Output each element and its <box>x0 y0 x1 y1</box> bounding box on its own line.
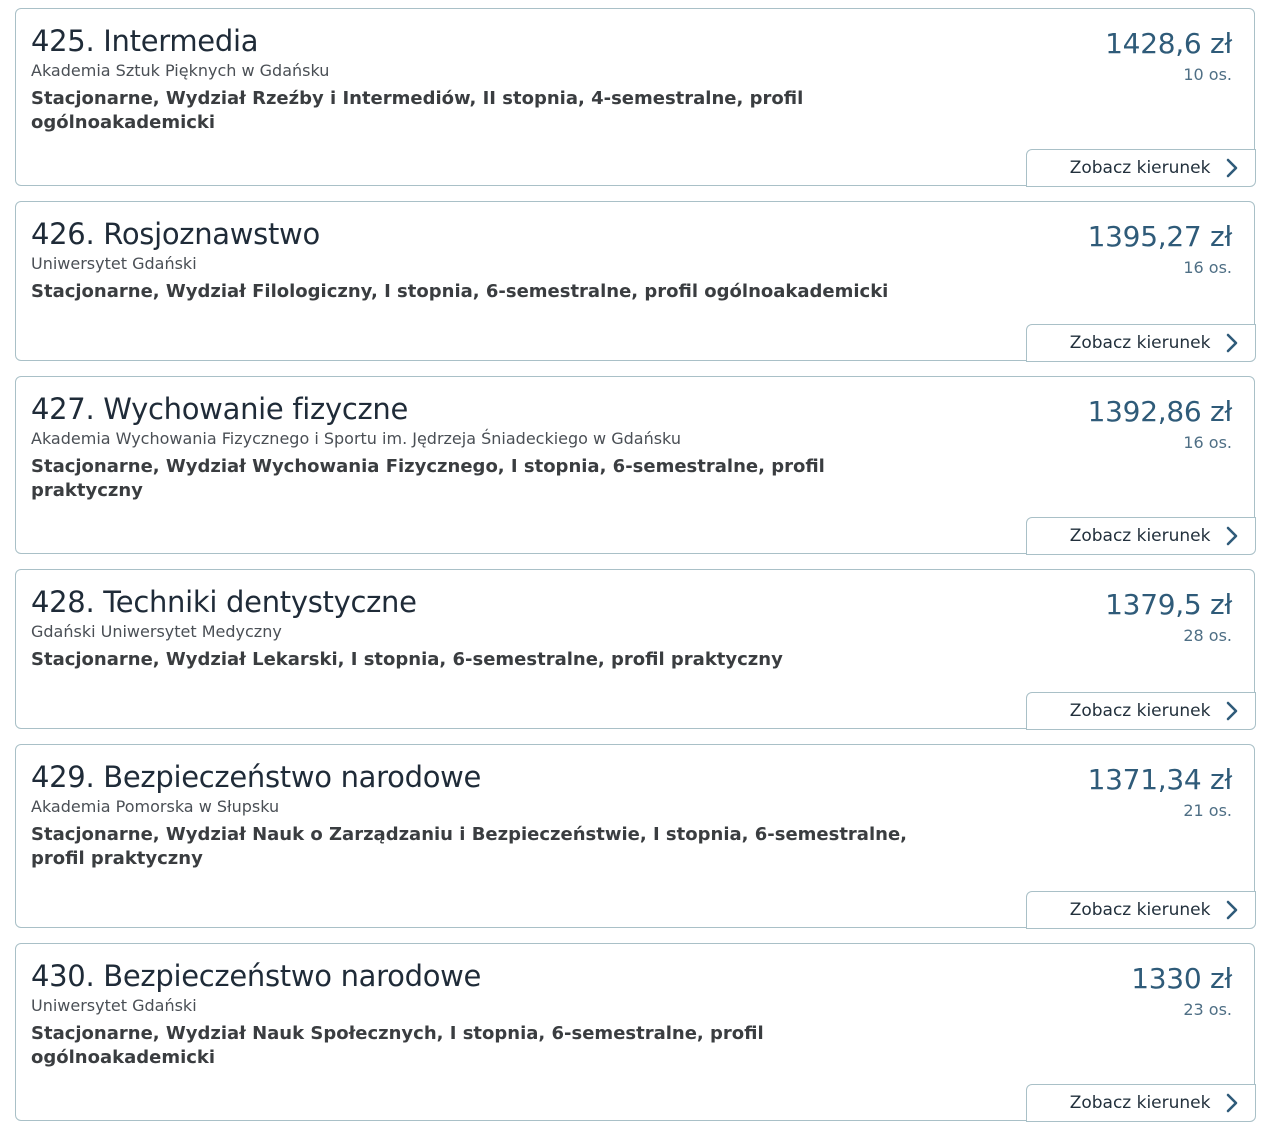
chevron-right-icon <box>1226 900 1237 919</box>
program-title[interactable]: 426. Rosjoznawstwo <box>31 217 320 251</box>
program-card: 427. Wychowanie fizyczne Akademia Wychow… <box>15 376 1256 555</box>
price: 1371,34 zł <box>1087 763 1233 796</box>
program-details: Stacjonarne, Wydział Rzeźby i Intermedió… <box>31 88 804 133</box>
see-program-label: Zobacz kierunek <box>1069 700 1211 721</box>
see-program-label: Zobacz kierunek <box>1069 332 1211 353</box>
program-details: Stacjonarne, Wydział Filologiczny, I sto… <box>31 281 889 302</box>
program-title[interactable]: 427. Wychowanie fizyczne <box>31 392 409 426</box>
program-details: Stacjonarne, Wydział Nauk Społecznych, I… <box>31 1023 764 1068</box>
see-program-button[interactable]: Zobacz kierunek <box>1025 148 1256 187</box>
see-program-label: Zobacz kierunek <box>1069 157 1211 178</box>
university-name: Uniwersytet Gdański <box>31 996 197 1015</box>
university-name: Akademia Pomorska w Słupsku <box>31 797 280 816</box>
program-details: Stacjonarne, Wydział Nauk o Zarządzaniu … <box>31 824 907 869</box>
price-block: 1330 zł 23 os. <box>1131 962 1232 1019</box>
chevron-right-icon <box>1226 333 1237 352</box>
see-program-button[interactable]: Zobacz kierunek <box>1025 890 1256 929</box>
price: 1330 zł <box>1131 962 1232 995</box>
chevron-right-icon <box>1226 701 1237 720</box>
university-name: Gdański Uniwersytet Medyczny <box>31 622 282 641</box>
people-count: 10 os. <box>1183 65 1232 84</box>
price-block: 1428,6 zł 10 os. <box>1105 27 1232 84</box>
chevron-right-icon <box>1226 158 1237 177</box>
price: 1392,86 zł <box>1087 395 1233 428</box>
price-block: 1395,27 zł 16 os. <box>1087 220 1233 277</box>
program-title[interactable]: 429. Bezpieczeństwo narodowe <box>31 760 482 794</box>
program-details: Stacjonarne, Wydział Lekarski, I stopnia… <box>31 649 783 670</box>
see-program-button[interactable]: Zobacz kierunek <box>1025 1083 1256 1122</box>
people-count: 23 os. <box>1183 1000 1232 1019</box>
program-card: 429. Bezpieczeństwo narodowe Akademia Po… <box>15 744 1256 929</box>
price: 1379,5 zł <box>1105 588 1232 621</box>
program-card: 425. Intermedia Akademia Sztuk Pięknych … <box>15 8 1256 187</box>
program-details: Stacjonarne, Wydział Wychowania Fizyczne… <box>31 456 825 501</box>
program-list: 425. Intermedia Akademia Sztuk Pięknych … <box>15 8 1256 1122</box>
price: 1428,6 zł <box>1105 27 1232 60</box>
program-card: 428. Techniki dentystyczne Gdański Uniwe… <box>15 569 1256 730</box>
people-count: 16 os. <box>1183 433 1232 452</box>
price-block: 1379,5 zł 28 os. <box>1105 588 1232 645</box>
program-title[interactable]: 430. Bezpieczeństwo narodowe <box>31 959 482 993</box>
people-count: 16 os. <box>1183 258 1232 277</box>
price: 1395,27 zł <box>1087 220 1233 253</box>
university-name: Akademia Wychowania Fizycznego i Sportu … <box>31 429 681 448</box>
see-program-label: Zobacz kierunek <box>1069 1092 1211 1113</box>
chevron-right-icon <box>1226 526 1237 545</box>
program-title[interactable]: 425. Intermedia <box>31 24 259 58</box>
see-program-label: Zobacz kierunek <box>1069 899 1211 920</box>
people-count: 28 os. <box>1183 626 1232 645</box>
university-name: Akademia Sztuk Pięknych w Gdańsku <box>31 61 330 80</box>
program-card: 430. Bezpieczeństwo narodowe Uniwersytet… <box>15 943 1256 1122</box>
see-program-button[interactable]: Zobacz kierunek <box>1025 516 1256 555</box>
program-card: 426. Rosjoznawstwo Uniwersytet Gdański S… <box>15 201 1256 362</box>
see-program-label: Zobacz kierunek <box>1069 525 1211 546</box>
price-block: 1392,86 zł 16 os. <box>1087 395 1233 452</box>
university-name: Uniwersytet Gdański <box>31 254 197 273</box>
see-program-button[interactable]: Zobacz kierunek <box>1025 323 1256 362</box>
see-program-button[interactable]: Zobacz kierunek <box>1025 691 1256 730</box>
people-count: 21 os. <box>1183 801 1232 820</box>
program-title[interactable]: 428. Techniki dentystyczne <box>31 585 417 619</box>
price-block: 1371,34 zł 21 os. <box>1087 763 1233 820</box>
chevron-right-icon <box>1226 1093 1237 1112</box>
